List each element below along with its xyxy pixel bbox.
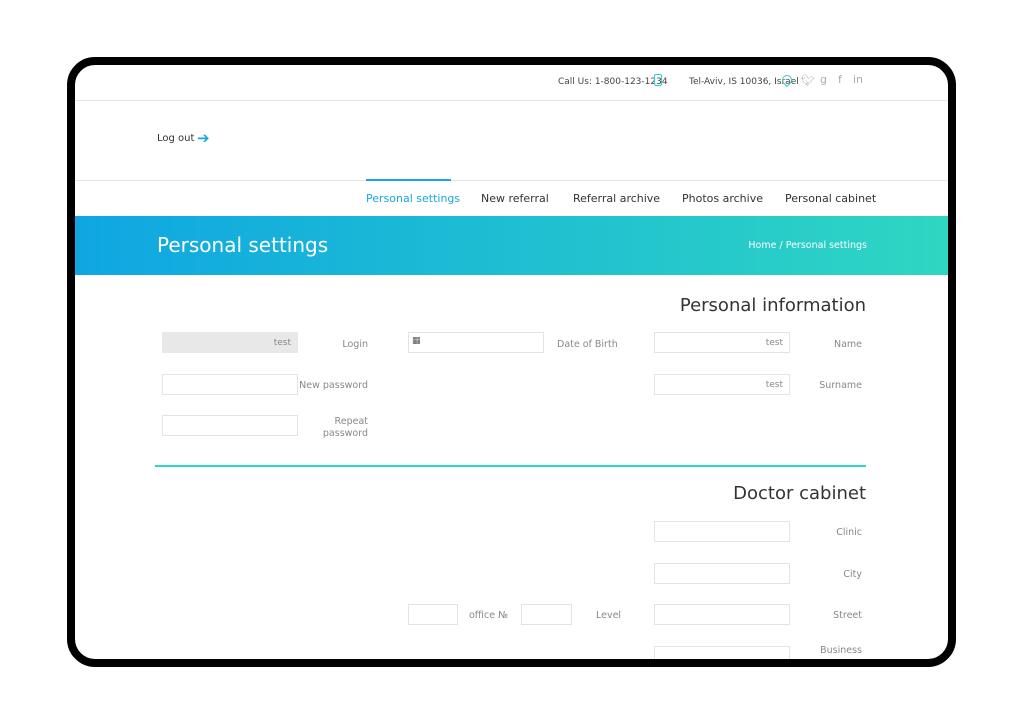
street-label: Street	[833, 610, 862, 621]
logout-link[interactable]: Log out	[157, 133, 195, 144]
business-label: Business	[820, 645, 862, 656]
divider	[75, 180, 948, 181]
clinic-label: Clinic	[836, 527, 862, 538]
label-line: Repeat	[334, 416, 368, 427]
active-tab-indicator	[366, 179, 451, 181]
nav-personal-settings[interactable]: Personal settings	[366, 192, 461, 205]
calendar-icon[interactable]: ▦	[412, 336, 421, 346]
business-field[interactable]	[654, 646, 790, 659]
surname-field[interactable]: test	[654, 374, 790, 395]
nav-new-referral[interactable]: New referral	[481, 192, 549, 205]
breadcrumb[interactable]: Home / Personal settings	[748, 240, 867, 251]
new-password-field[interactable]	[162, 374, 298, 395]
nav-referral-archive[interactable]: Referral archive	[573, 192, 661, 205]
page-title: Personal settings	[157, 233, 329, 257]
twitter-icon[interactable]: 🐦︎	[801, 74, 815, 87]
section-heading-doctor: Doctor cabinet	[733, 483, 866, 504]
clinic-field[interactable]	[654, 521, 790, 542]
office-number-field[interactable]	[408, 604, 458, 625]
facebook-icon[interactable]: f	[838, 73, 842, 86]
dob-label: Date of Birth	[557, 339, 618, 350]
address: Tel-Aviv, IS 10036, Israel	[689, 77, 799, 87]
office-label: office №	[469, 610, 508, 621]
city-label: City	[843, 569, 862, 580]
google-icon[interactable]: g	[820, 73, 827, 86]
surname-label: Surname	[819, 380, 862, 391]
new-password-label: New password	[299, 380, 368, 391]
phone-icon	[654, 74, 662, 86]
section-heading-personal: Personal information	[679, 295, 866, 316]
section-divider	[155, 465, 866, 467]
name-field[interactable]: test	[654, 332, 790, 353]
name-label: Name	[833, 339, 862, 350]
page-banner	[75, 216, 948, 275]
level-label: Level	[596, 610, 622, 621]
divider	[75, 100, 948, 101]
city-field[interactable]	[654, 563, 790, 584]
login-label: Login	[342, 339, 368, 350]
nav-personal-cabinet[interactable]: Personal cabinet	[785, 192, 877, 205]
repeat-password-label: Repeat password	[323, 416, 368, 440]
login-field[interactable]: test	[162, 332, 298, 353]
linkedin-icon[interactable]: in	[853, 73, 864, 86]
call-us: Call Us: 1-800-123-1234	[558, 77, 668, 87]
nav-photos-archive[interactable]: Photos archive	[682, 192, 763, 205]
street-field[interactable]	[654, 604, 790, 625]
label-line: password	[322, 428, 368, 439]
logout-icon[interactable]: ➔	[197, 129, 210, 147]
level-field[interactable]	[521, 604, 572, 625]
date-of-birth-field[interactable]	[408, 332, 544, 353]
repeat-password-field[interactable]	[162, 415, 298, 436]
device-frame: Call Us: 1-800-123-1234 Tel-Aviv, IS 100…	[67, 57, 956, 667]
